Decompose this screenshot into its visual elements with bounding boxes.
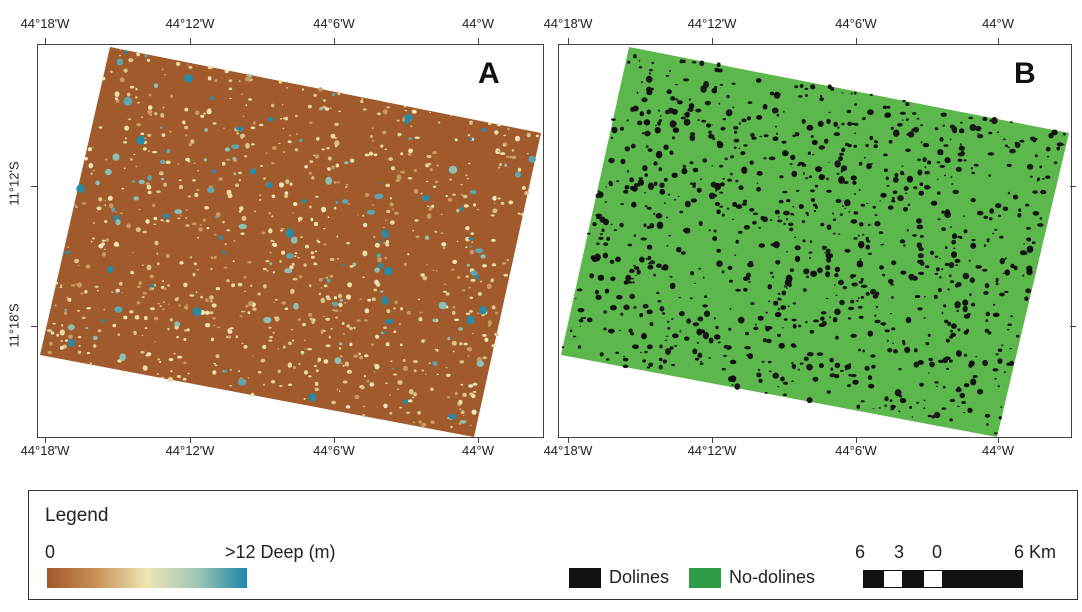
- tick-mark: [478, 437, 479, 443]
- map-b-top-tick-3: 44°6'W: [835, 16, 877, 31]
- scale-label-6-left: 6: [855, 542, 866, 562]
- tick-mark: [190, 437, 191, 443]
- map-a-left-tick-2: 11°18'S: [6, 303, 22, 348]
- tick-mark: [712, 38, 713, 44]
- tick-mark: [31, 326, 37, 327]
- map-a-bottom-tick-1: 44°18'W: [20, 443, 70, 458]
- map-b-bottom-tick-2: 44°12'W: [687, 443, 737, 458]
- map-panel-b: B: [558, 44, 1072, 438]
- map-a-top-tick-1: 44°18'W: [20, 16, 70, 31]
- map-b-bottom-tick-4: 44°W: [982, 443, 1014, 458]
- depth-min-label: 0: [45, 542, 56, 562]
- scale-bar-segment: [923, 570, 943, 588]
- legend-title: Legend: [45, 505, 109, 526]
- tick-mark: [856, 38, 857, 44]
- depth-raster-area: [40, 47, 541, 437]
- tick-mark: [856, 437, 857, 443]
- map-a-bottom-tick-2: 44°12'W: [165, 443, 215, 458]
- map-b-top-tick-1: 44°18'W: [543, 16, 593, 31]
- tick-mark: [45, 437, 46, 443]
- tick-mark: [334, 38, 335, 44]
- dolines-label: Dolines: [609, 567, 670, 587]
- map-a-left-tick-1: 11°12'S: [6, 161, 22, 206]
- tick-mark: [998, 437, 999, 443]
- tick-mark: [568, 437, 569, 443]
- map-a-bottom-tick-3: 44°6'W: [313, 443, 355, 458]
- map-b-top-tick-2: 44°12'W: [687, 16, 737, 31]
- doline-patches: [561, 54, 1066, 435]
- scale-label-3: 3: [894, 542, 905, 562]
- tick-mark: [190, 38, 191, 44]
- tick-mark: [478, 38, 479, 44]
- deep-depressions: [64, 50, 536, 424]
- map-a-bottom-tick-4: 44°W: [462, 443, 494, 458]
- tick-mark: [1070, 186, 1076, 187]
- map-a-top-tick-2: 44°12'W: [165, 16, 215, 31]
- map-panel-a: A: [37, 44, 544, 438]
- map-b-top-tick-4: 44°W: [982, 16, 1014, 31]
- doline-map-b: [561, 47, 1069, 437]
- scale-label-6-km: 6 Km: [1014, 542, 1057, 562]
- shallow-depressions: [46, 49, 540, 429]
- legend-panel: Legend 0 >12 Deep (m) Dolines No-dolines…: [28, 490, 1078, 600]
- tick-mark: [568, 38, 569, 44]
- panel-b-label: B: [1014, 57, 1036, 90]
- map-b-bottom-tick-1: 44°18'W: [543, 443, 593, 458]
- tick-mark: [334, 437, 335, 443]
- scale-bar-segment: [863, 570, 883, 588]
- no-dolines-label: No-dolines: [729, 567, 816, 587]
- tick-mark: [31, 186, 37, 187]
- dolines-swatch: [569, 568, 601, 588]
- map-a-top-tick-4: 44°W: [462, 16, 494, 31]
- scale-label-0: 0: [932, 542, 943, 562]
- tick-mark: [45, 38, 46, 44]
- depth-color-ramp: [47, 568, 247, 588]
- map-b-bottom-tick-3: 44°6'W: [835, 443, 877, 458]
- panel-a-label: A: [478, 57, 500, 90]
- scale-bar-segment: [883, 570, 903, 588]
- depth-map-a: [40, 47, 541, 437]
- tick-mark: [998, 38, 999, 44]
- tick-mark: [1070, 326, 1076, 327]
- depth-max-label: >12 Deep (m): [225, 542, 336, 562]
- no-dolines-swatch: [689, 568, 721, 588]
- tick-mark: [712, 437, 713, 443]
- scale-bar-segment: [943, 570, 1023, 588]
- scale-bar-segment: [903, 570, 923, 588]
- map-a-top-tick-3: 44°6'W: [313, 16, 355, 31]
